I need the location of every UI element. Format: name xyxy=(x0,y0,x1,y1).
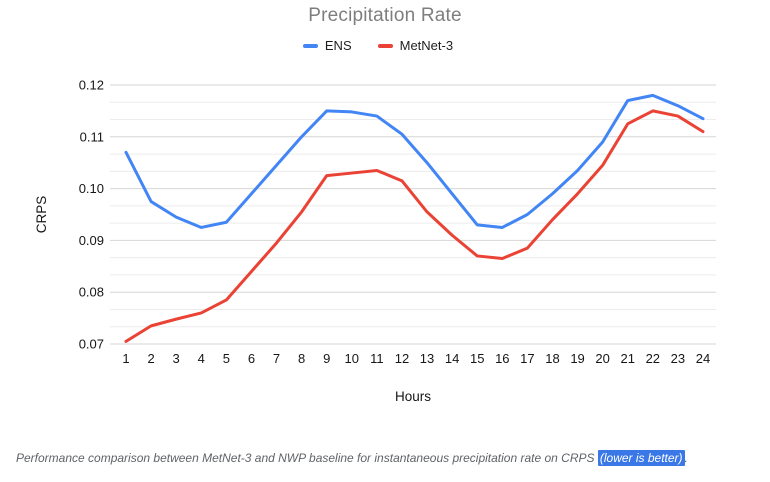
x-tick-label: 22 xyxy=(646,351,660,366)
y-tick-label: 0.11 xyxy=(80,129,104,144)
x-tick-label: 20 xyxy=(595,351,609,366)
x-tick-label: 1 xyxy=(122,351,129,366)
x-axis-title: Hours xyxy=(395,389,431,404)
ens-line xyxy=(124,93,705,229)
x-tick-label: 24 xyxy=(696,351,710,366)
figure-caption: Performance comparison between MetNet-3 … xyxy=(16,450,764,466)
x-tick-label: 18 xyxy=(545,351,559,366)
x-tick-label: 15 xyxy=(470,351,484,366)
legend-item-metnet3: MetNet-3 xyxy=(377,38,454,53)
x-tick-label: 4 xyxy=(198,351,205,366)
x-tick-label: 23 xyxy=(671,351,685,366)
x-tick-label: 21 xyxy=(621,351,635,366)
chart-title: Precipitation Rate xyxy=(308,5,462,26)
y-tick-label: 0.12 xyxy=(79,78,104,93)
metnet3-swatch-icon xyxy=(377,43,393,48)
caption-suffix: . xyxy=(684,451,688,465)
x-tick-label: 2 xyxy=(147,351,154,366)
y-tick-label: 0.07 xyxy=(79,337,104,352)
x-tick-label: 8 xyxy=(298,351,305,366)
legend-label-metnet3: MetNet-3 xyxy=(399,38,454,53)
y-tick-label: 0.10 xyxy=(79,181,104,196)
x-tick-label: 17 xyxy=(520,351,534,366)
x-tick-label: 12 xyxy=(395,351,409,366)
legend-item-ens: ENS xyxy=(302,38,352,53)
caption-text: Performance comparison between MetNet-3 … xyxy=(16,451,598,465)
ens-swatch-icon xyxy=(302,43,318,48)
metnet3-line xyxy=(124,109,705,343)
x-tick-label: 3 xyxy=(173,351,180,366)
x-tick-label: 5 xyxy=(223,351,230,366)
x-tick-label: 7 xyxy=(273,351,280,366)
x-tick-label: 11 xyxy=(370,351,384,366)
x-tick-label: 16 xyxy=(495,351,509,366)
y-tick-label: 0.08 xyxy=(79,285,104,300)
x-tick-label: 19 xyxy=(570,351,584,366)
y-axis-title: CRPS xyxy=(34,196,49,234)
x-tick-label: 13 xyxy=(420,351,434,366)
x-tick-label: 14 xyxy=(445,351,459,366)
caption-highlight: (lower is better) xyxy=(597,450,685,466)
legend-label-ens: ENS xyxy=(324,38,352,53)
y-tick-label: 0.09 xyxy=(79,233,104,248)
x-tick-label: 9 xyxy=(323,351,330,366)
legend: ENS MetNet-3 xyxy=(0,38,756,53)
x-tick-label: 10 xyxy=(345,351,359,366)
x-tick-label: 6 xyxy=(248,351,255,366)
